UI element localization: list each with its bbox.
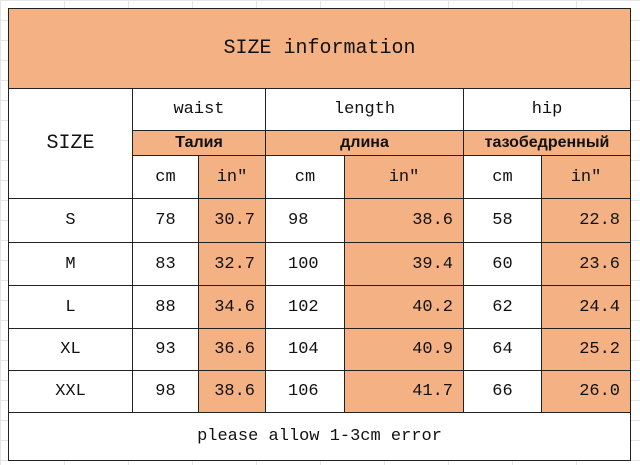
measure: 64 (463, 328, 542, 371)
measure: 34.6 (198, 285, 266, 329)
measure: 38.6 (198, 370, 266, 413)
measure: 41.7 (344, 370, 464, 413)
title: SIZE information (8, 8, 631, 89)
unit-header: in″ (198, 155, 266, 199)
group-header-ru: тазобедренный (463, 130, 631, 156)
size-label: L (8, 285, 133, 329)
measure: 40.9 (344, 328, 464, 371)
measure: 66 (463, 370, 542, 413)
measure: 100 (265, 242, 345, 286)
measure: 39.4 (344, 242, 464, 286)
measure: 83 (132, 242, 199, 286)
group-header: hip (463, 88, 631, 131)
measure: 62 (463, 285, 542, 329)
measure: 40.2 (344, 285, 464, 329)
measure: 106 (265, 370, 345, 413)
measure: 93 (132, 328, 199, 371)
group-header-ru: Талия (132, 130, 266, 156)
measure: 98 (265, 198, 345, 243)
size-label: XL (8, 328, 133, 371)
measure: 78 (132, 198, 199, 243)
measure: 104 (265, 328, 345, 371)
measure: 88 (132, 285, 199, 329)
unit-header: in″ (541, 155, 631, 199)
unit-header: cm (265, 155, 345, 199)
group-header: length (265, 88, 464, 131)
unit-header: cm (132, 155, 199, 199)
size-label: XXL (8, 370, 133, 413)
measure: 36.6 (198, 328, 266, 371)
measure: 98 (132, 370, 199, 413)
measure: 25.2 (541, 328, 631, 371)
size-label: M (8, 242, 133, 286)
measure: 22.8 (541, 198, 631, 243)
measure: 58 (463, 198, 542, 243)
size-label: S (8, 198, 133, 243)
measure: 60 (463, 242, 542, 286)
measure: 102 (265, 285, 345, 329)
measure: 30.7 (198, 198, 266, 243)
corner-header: SIZE (8, 88, 133, 199)
measure: 26.0 (541, 370, 631, 413)
measure: 23.6 (541, 242, 631, 286)
measure: 24.4 (541, 285, 631, 329)
measure: 32.7 (198, 242, 266, 286)
unit-header: cm (463, 155, 542, 199)
group-header: waist (132, 88, 266, 131)
footer-note: please allow 1-3cm error (8, 412, 631, 461)
measure: 38.6 (344, 198, 464, 243)
group-header-ru: длина (265, 130, 464, 156)
unit-header: in″ (344, 155, 464, 199)
